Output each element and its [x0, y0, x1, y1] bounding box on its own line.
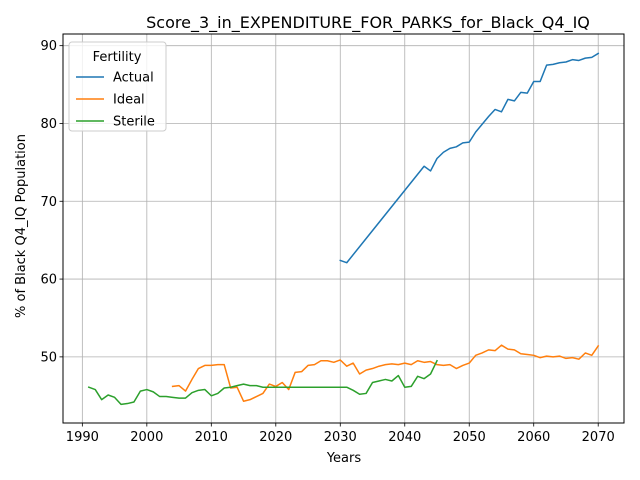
x-tick-label: 2030: [324, 430, 357, 445]
series-layer: [87, 52, 600, 406]
x-tick-label: 2000: [130, 430, 163, 445]
legend-label-actual: Actual: [113, 71, 154, 86]
y-tick-label: 60: [40, 273, 57, 288]
chart-title: Score_3_in_EXPENDITURE_FOR_PARKS_for_Bla…: [146, 13, 590, 33]
x-tick-label: 2020: [259, 430, 292, 445]
y-tick-label: 80: [40, 117, 57, 132]
series-line-sterile: [87, 359, 439, 406]
axis-ticks: 1990 2000 2010 2020 2030 2040 2050 2060 2070 50 60…: [40, 39, 614, 445]
x-tick-label: 2040: [388, 430, 421, 445]
legend: Fertility Actual Ideal Sterile: [68, 41, 167, 132]
y-axis-label: % of Black Q4_IQ Population: [14, 134, 29, 318]
y-tick-label: 70: [40, 195, 57, 210]
legend-title: Fertility: [93, 50, 142, 65]
x-tick-label: 2050: [453, 430, 486, 445]
x-tick-label: 2070: [582, 430, 615, 445]
x-tick-label: 2010: [195, 430, 228, 445]
x-axis-label: Years: [326, 451, 362, 466]
series-line-ideal: [171, 344, 600, 402]
legend-label-sterile: Sterile: [113, 115, 155, 130]
legend-label-ideal: Ideal: [113, 93, 145, 108]
legend-box: [68, 41, 167, 132]
x-tick-label: 2060: [517, 430, 550, 445]
series-line-actual: [339, 52, 600, 264]
x-tick-label: 1990: [66, 430, 99, 445]
y-tick-label: 50: [40, 350, 57, 365]
grid: [63, 34, 624, 423]
y-tick-label: 90: [40, 39, 57, 54]
plot-frame: [62, 33, 625, 424]
